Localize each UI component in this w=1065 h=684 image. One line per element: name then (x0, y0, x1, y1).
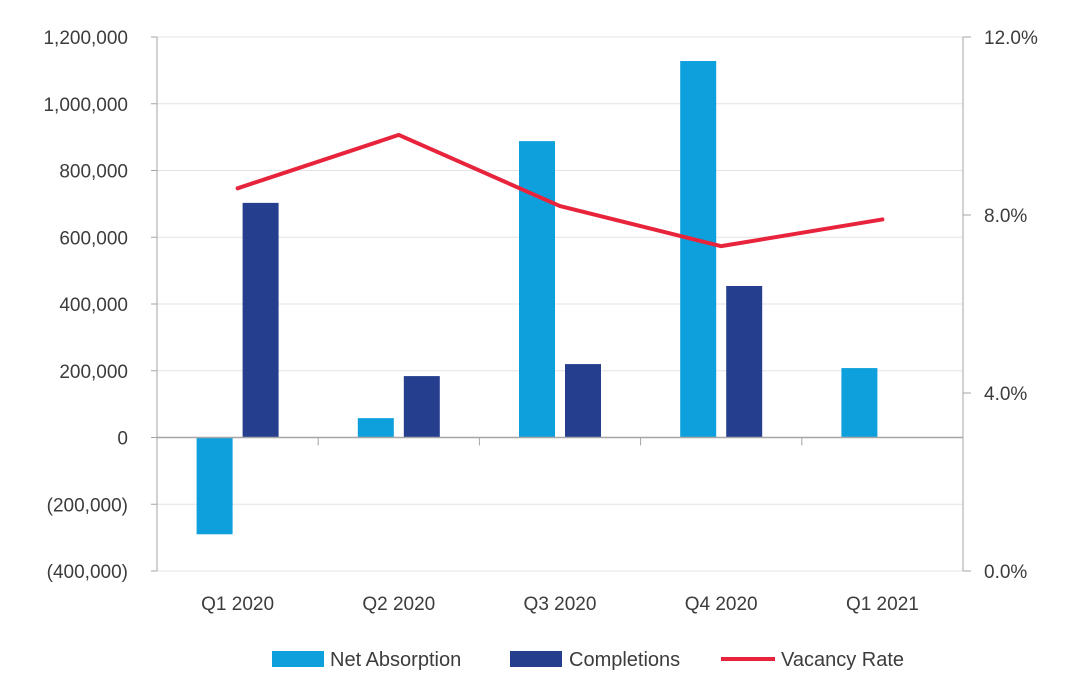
bar-net-absorption (841, 368, 878, 438)
bar-completions (242, 202, 279, 438)
right-axis-ticks: 0.0% 4.0% 8.0% 12.0% (984, 28, 1038, 583)
x-axis-ticks: Q1 2020 Q2 2020 Q3 2020 Q4 2020 Q1 2021 (201, 594, 919, 615)
legend-label-vacancy-rate: Vacancy Rate (781, 649, 904, 671)
x-tick-label: Q1 2020 (201, 594, 274, 615)
y-tick-label: 1,000,000 (43, 95, 128, 116)
bar-net-absorption (357, 418, 394, 438)
y-tick-label: 0 (117, 429, 128, 450)
bar-net-absorption (196, 437, 233, 535)
line-vacancy-rate (235, 132, 885, 249)
bar-net-absorption (680, 61, 717, 438)
legend-swatch-completions (510, 651, 562, 667)
bar-completions (726, 285, 763, 438)
x-tick-label: Q1 2021 (846, 594, 919, 615)
legend-label-net-absorption: Net Absorption (330, 649, 461, 671)
x-tick-label: Q2 2020 (362, 594, 435, 615)
bars (196, 61, 878, 535)
y2-tick-label: 4.0% (984, 384, 1027, 405)
legend-label-completions: Completions (569, 649, 680, 671)
x-tick-label: Q3 2020 (524, 594, 597, 615)
legend: Net Absorption Completions Vacancy Rate (272, 649, 904, 671)
y2-tick-label: 8.0% (984, 206, 1027, 227)
x-tick-label: Q4 2020 (685, 594, 758, 615)
left-axis-ticks: (400,000) (200,000) 0 200,000 400,000 600,000… (43, 28, 128, 583)
y-tick-label: (200,000) (47, 495, 128, 516)
bar-completions (565, 364, 601, 438)
bar-completions (403, 376, 440, 438)
legend-swatch-net-absorption (272, 651, 324, 667)
y-tick-label: 600,000 (59, 228, 128, 249)
vacancy-rate-line (235, 132, 885, 249)
y-tick-label: 200,000 (59, 362, 128, 383)
y2-tick-label: 0.0% (984, 562, 1027, 583)
y-tick-label: 400,000 (59, 295, 128, 316)
y2-tick-label: 12.0% (984, 28, 1038, 49)
bar-net-absorption (519, 141, 555, 438)
y-tick-label: (400,000) (47, 562, 128, 583)
y-tick-label: 1,200,000 (43, 28, 128, 49)
y-tick-label: 800,000 (59, 162, 128, 183)
axes (151, 36, 971, 572)
